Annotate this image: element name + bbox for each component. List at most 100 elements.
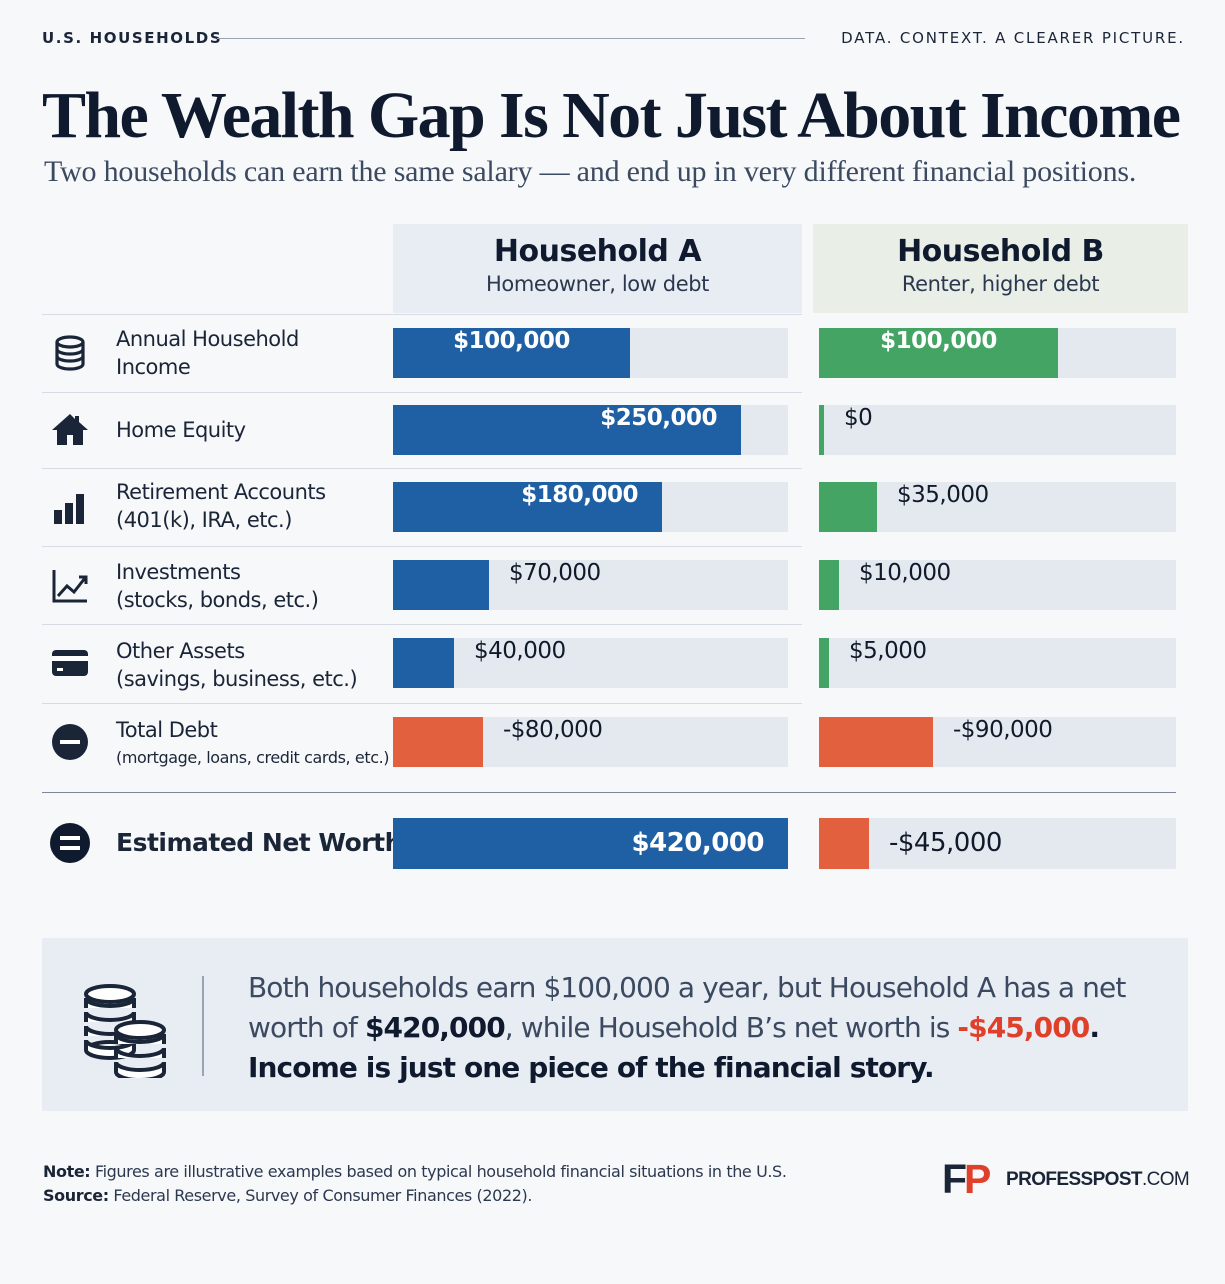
row-separator <box>42 703 802 704</box>
footnote: Note: Figures are illustrative examples … <box>43 1160 787 1208</box>
callout-separator <box>202 976 204 1076</box>
household-a-bar <box>393 638 454 688</box>
row-label-main: Total Debt <box>116 718 218 742</box>
household-a-bar-track: $40,000 <box>393 638 788 688</box>
page-title: The Wealth Gap Is Not Just About Income <box>42 79 1181 152</box>
callout-part1: Both households earn $100,000 a year, bu… <box>248 971 1126 1044</box>
household-b-value-label: $100,000 <box>880 328 997 354</box>
net-worth-divider <box>42 792 1176 793</box>
row-separator <box>42 392 802 393</box>
household-b-bar-track: -$45,000 <box>819 818 1176 869</box>
household-b-value-label: $35,000 <box>897 482 989 508</box>
household-b-bar <box>819 560 839 610</box>
database-stack-icon <box>55 335 85 371</box>
household-b-name: Household B <box>897 234 1104 269</box>
household-b-bar <box>819 638 829 688</box>
household-a-value-label: $250,000 <box>600 405 717 431</box>
household-a-bar-track: $250,000 <box>393 405 788 455</box>
callout-text: Both households earn $100,000 a year, bu… <box>248 968 1168 1088</box>
row-label: Estimated Net Worth <box>116 829 402 857</box>
household-a-bar <box>393 818 788 869</box>
household-a-bar <box>393 482 662 532</box>
household-a-value-label: $420,000 <box>631 828 764 858</box>
household-a-bar-track: $180,000 <box>393 482 788 532</box>
row-label-detail: (savings, business, etc.) <box>116 667 358 691</box>
credit-card-icon <box>52 650 88 676</box>
household-b-value-label: $0 <box>844 405 873 431</box>
row-label-main: Retirement Accounts <box>116 480 326 504</box>
kicker: U.S. HOUSEHOLDS <box>42 29 223 47</box>
household-b-bar-track: -$90,000 <box>819 717 1176 767</box>
top-bar: U.S. HOUSEHOLDS DATA. CONTEXT. A CLEARER… <box>42 28 1185 48</box>
row-label-main: Other Assets <box>116 639 245 663</box>
household-b-bar <box>819 717 933 767</box>
household-a-bar <box>393 328 630 378</box>
household-a-description: Homeowner, low debt <box>485 272 709 296</box>
note-line: Note: Figures are illustrative examples … <box>43 1160 787 1184</box>
callout-part3: . Income is just one piece of the financ… <box>248 1011 1100 1084</box>
household-a-bar-track: $100,000 <box>393 328 788 378</box>
row-label: Annual Household Income <box>116 325 299 381</box>
household-b-bar-track: $100,000 <box>819 328 1176 378</box>
house-icon <box>52 414 88 445</box>
household-a-value-label: $70,000 <box>509 560 601 586</box>
household-b-value-label: $5,000 <box>849 638 927 664</box>
household-b-value-label: -$45,000 <box>889 828 1002 858</box>
household-a-bar-track: $70,000 <box>393 560 788 610</box>
brand-tld: .COM <box>1141 1169 1190 1190</box>
household-b-value-label: -$90,000 <box>953 717 1053 743</box>
callout-a-worth: $420,000 <box>364 1011 506 1044</box>
row-label: Other Assets (savings, business, etc.) <box>116 637 358 693</box>
callout-part2: , while Household B’s net worth is <box>504 1011 958 1044</box>
brand-mark-p: P <box>964 1156 991 1202</box>
callout-b-worth: -$45,000 <box>957 1011 1090 1044</box>
note-label: Note: <box>43 1162 91 1181</box>
household-b-bar-track: $0 <box>819 405 1176 455</box>
household-a-value-label: -$80,000 <box>503 717 603 743</box>
row-label: Investments (stocks, bonds, etc.) <box>116 558 319 614</box>
household-a-bar <box>393 560 489 610</box>
row-label-detail: (401(k), IRA, etc.) <box>116 508 292 532</box>
row-label-main: Home Equity <box>116 418 246 442</box>
coin-stacks-icon <box>84 984 166 1078</box>
trend-line-icon <box>52 570 88 603</box>
household-a-bar <box>393 717 483 767</box>
tagline: DATA. CONTEXT. A CLEARER PICTURE. <box>841 29 1185 47</box>
brand-name: PROFESSPOST <box>1006 1169 1143 1190</box>
source-text: Federal Reserve, Survey of Consumer Fina… <box>108 1186 533 1205</box>
bar-chart-icon <box>54 494 84 524</box>
row-separator <box>42 624 802 625</box>
row-label-detail: (mortgage, loans, credit cards, etc.) <box>116 748 390 767</box>
household-b-value-label: $10,000 <box>859 560 951 586</box>
household-a-value-label: $40,000 <box>474 638 566 664</box>
brand-site: PROFESSPOST.COM <box>1006 1169 1190 1191</box>
household-a-bar-track: -$80,000 <box>393 717 788 767</box>
row-separator <box>42 468 802 469</box>
brand-mark: FP <box>942 1156 991 1203</box>
household-a-bar-track: $420,000 <box>393 818 788 869</box>
summary-callout: Both households earn $100,000 a year, bu… <box>42 938 1188 1111</box>
household-b-bar <box>819 405 824 455</box>
row-label-detail: (stocks, bonds, etc.) <box>116 588 319 612</box>
column-header-household-a: Household A Homeowner, low debt <box>393 224 802 313</box>
row-separator <box>42 546 802 547</box>
household-a-value-label: $180,000 <box>521 482 638 508</box>
row-label: Retirement Accounts (401(k), IRA, etc.) <box>116 478 326 534</box>
minus-circle-icon <box>52 724 88 760</box>
brand-mark-f: F <box>942 1156 967 1202</box>
household-a-value-label: $100,000 <box>453 328 570 354</box>
household-b-bar <box>819 482 877 532</box>
household-a-bar <box>393 405 741 455</box>
household-b-bar-track: $10,000 <box>819 560 1176 610</box>
household-b-description: Renter, higher debt <box>901 272 1100 296</box>
row-separator <box>42 314 802 315</box>
top-rule <box>217 38 805 39</box>
household-a-name: Household A <box>493 234 702 269</box>
note-text: Figures are illustrative examples based … <box>90 1162 787 1181</box>
column-header-household-b: Household B Renter, higher debt <box>813 224 1188 313</box>
row-label: Total Debt (mortgage, loans, credit cards… <box>116 716 390 772</box>
row-label-main: Estimated Net Worth <box>116 828 402 857</box>
equals-circle-icon <box>50 823 90 863</box>
household-b-bar-track: $5,000 <box>819 638 1176 688</box>
page-subtitle: Two households can earn the same salary … <box>44 155 1137 188</box>
